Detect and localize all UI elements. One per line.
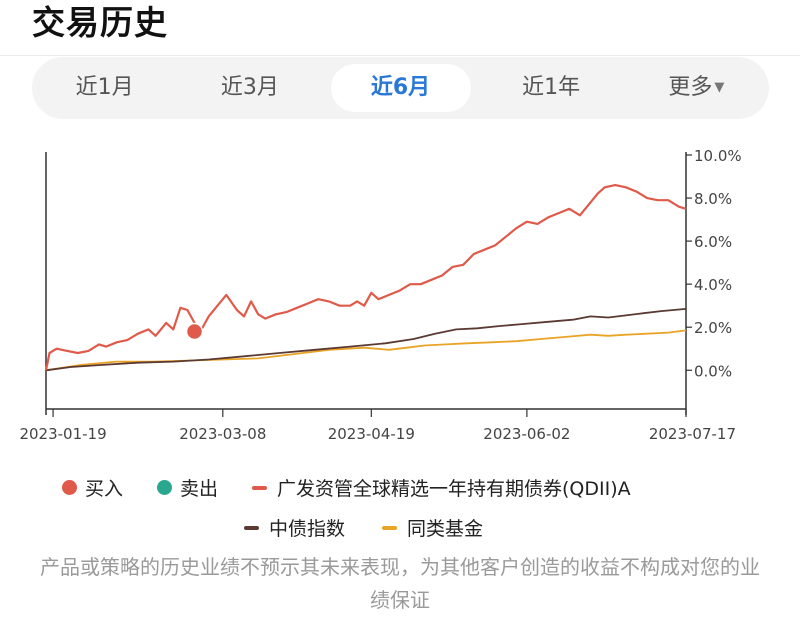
legend-sell: 卖出 <box>157 474 218 501</box>
x-tick-label: 2023-04-19 <box>328 425 415 443</box>
tab-label: 近6月 <box>370 75 431 100</box>
performance-chart: 0.0% 2.0% 4.0% 6.0% 8.0% 10.0% 2023-01-19 2023-… <box>19 147 742 443</box>
y-tick-label: 0.0% <box>694 362 732 380</box>
legend-index-label: 中债指数 <box>269 518 346 540</box>
series-line-peer <box>45 329 687 372</box>
fund-line-icon <box>252 485 267 490</box>
period-tabs: 近1月 近3月 近6月 近1年 更多 ▼ <box>32 57 769 119</box>
index-line-icon <box>244 525 259 530</box>
tab-label: 近1月 <box>75 75 134 100</box>
tab-label: 近3月 <box>220 75 279 100</box>
series-line-index <box>45 308 687 372</box>
y-tick-label: 4.0% <box>694 276 732 294</box>
tab-label: 更多 <box>668 75 713 100</box>
x-tick-label: 2023-06-02 <box>483 425 570 443</box>
legend-fund: 广发资管全球精选一年持有期债券(QDII)A <box>252 474 631 501</box>
tab-label: 近1年 <box>522 75 581 100</box>
legend-peer-label: 同类基金 <box>407 518 484 540</box>
buy-dot-icon <box>62 480 77 495</box>
legend-fund-label: 广发资管全球精选一年持有期债券(QDII)A <box>277 478 631 500</box>
x-tick-label: 2023-03-08 <box>179 425 266 443</box>
peer-line-icon <box>382 525 397 530</box>
x-tick-label: 2023-01-19 <box>19 425 106 443</box>
tab-more[interactable]: 更多 ▼ <box>624 64 769 112</box>
legend-buy: 买入 <box>62 474 123 501</box>
tab-1-month[interactable]: 近1月 <box>32 64 177 112</box>
page-title: 交易历史 <box>32 3 168 42</box>
sell-dot-icon <box>157 480 172 495</box>
header-divider <box>0 55 800 56</box>
legend-peer: 同类基金 <box>382 514 483 541</box>
disclaimer-text: 产品或策略的历史业绩不预示其未来表现，为其他客户创造的收益不构成对您的业绩保证 <box>40 555 760 612</box>
tab-3-months[interactable]: 近3月 <box>177 64 322 112</box>
tab-6-months[interactable]: 近6月 <box>330 64 471 112</box>
series-line-fund <box>44 183 687 371</box>
x-tick-label: 2023-07-17 <box>649 425 736 443</box>
y-tick-label: 10.0% <box>694 147 742 165</box>
tab-1-year[interactable]: 近1年 <box>479 64 624 112</box>
y-tick-label: 2.0% <box>694 319 732 337</box>
caret-down-icon: ▼ <box>714 80 725 95</box>
y-tick-label: 8.0% <box>694 190 732 208</box>
buy-marker <box>185 322 204 341</box>
legend-sell-label: 卖出 <box>180 478 219 500</box>
legend-index: 中债指数 <box>244 514 345 541</box>
legend-buy-label: 买入 <box>85 478 124 500</box>
y-tick-label: 6.0% <box>694 233 732 251</box>
